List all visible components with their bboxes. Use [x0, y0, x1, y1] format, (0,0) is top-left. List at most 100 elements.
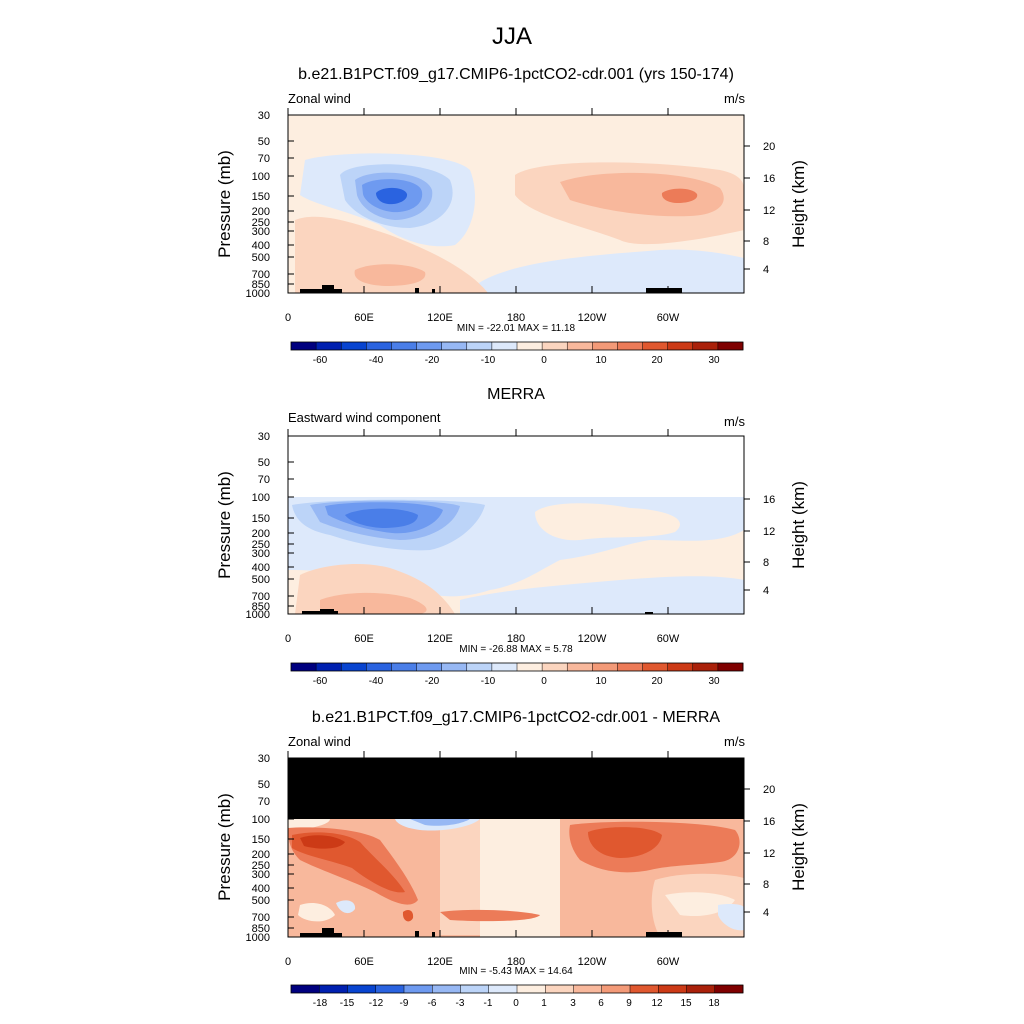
- figure-title: JJA: [492, 23, 532, 50]
- colorbar-swatch: [517, 342, 543, 350]
- contour-region: [588, 827, 662, 858]
- y2-tick-label: 8: [763, 236, 769, 248]
- colorbar-swatch: [460, 985, 490, 993]
- colorbar-label: 0: [513, 998, 519, 1009]
- colorbar-swatch: [488, 985, 518, 993]
- y-tick-label: 1000: [246, 609, 270, 621]
- colorbar-swatch: [341, 663, 367, 671]
- colorbar-swatch: [692, 663, 719, 671]
- colorbar-label: -18: [313, 998, 328, 1009]
- colorbar-swatch: [316, 342, 342, 350]
- topography-block: [415, 931, 419, 937]
- colorbar-labels: -18 -15 -12 -9 -6 -3 -1 0 1 3 6 9 12 15 …: [313, 998, 720, 1009]
- colorbar-label: -60: [313, 676, 328, 687]
- colorbar-swatch: [642, 663, 669, 671]
- y-tick-label: 300: [252, 226, 270, 238]
- topography-block: [320, 609, 334, 614]
- y-tick-label: 50: [258, 457, 270, 469]
- colorbar-label: -1: [484, 998, 493, 1009]
- topography-block: [300, 289, 342, 293]
- colorbar-swatch: [714, 985, 744, 993]
- contour-region: [410, 819, 470, 826]
- y-tick-labels: 30 50 70 100 150 200 250 300 400 500 700…: [246, 110, 270, 300]
- y-tick-label: 850: [252, 923, 270, 935]
- colorbar-label: 10: [595, 355, 607, 366]
- colorbar-swatch: [441, 663, 468, 671]
- colorbar: [290, 341, 744, 351]
- field-no-data: [288, 436, 744, 497]
- colorbar-label: -60: [313, 355, 328, 366]
- y2-tick-label: 4: [763, 264, 769, 276]
- x-tick-label: 60E: [354, 633, 374, 645]
- x-tick-label: 120W: [578, 633, 607, 645]
- colorbar-swatch: [658, 985, 687, 993]
- colorbar-label: 10: [595, 676, 607, 687]
- topography-block: [322, 285, 334, 293]
- colorbar-label: -15: [340, 998, 355, 1009]
- panel-difference: b.e21.B1PCT.f09_g17.CMIP6-1pctCO2-cdr.00…: [215, 709, 808, 1009]
- y-tick-label: 1000: [246, 932, 270, 944]
- colorbar-swatch: [517, 663, 543, 671]
- colorbar-swatch: [592, 663, 618, 671]
- colorbar-label: 6: [598, 998, 604, 1009]
- axis-ticks: [287, 429, 750, 615]
- contour-region: [320, 592, 427, 614]
- y2-tick-labels: 16 12 8 4: [763, 494, 775, 597]
- y-tick-label: 200: [252, 849, 270, 861]
- contour-region: [300, 835, 345, 849]
- panel-merra: MERRA Eastward wind component m/s: [215, 386, 808, 687]
- units-label: m/s: [724, 414, 745, 429]
- contour-region: [460, 576, 744, 614]
- y-tick-label: 400: [252, 562, 270, 574]
- topography-block: [432, 289, 435, 293]
- y-tick-label: 400: [252, 240, 270, 252]
- y2-tick-label: 12: [763, 205, 775, 217]
- colorbar-swatch: [601, 985, 631, 993]
- topography-block: [432, 932, 435, 937]
- colorbar-swatch: [573, 985, 603, 993]
- y-axis-label: Pressure (mb): [215, 150, 234, 258]
- topography-block: [300, 933, 342, 937]
- y2-tick-label: 4: [763, 585, 769, 597]
- y-tick-label: 70: [258, 796, 270, 808]
- colorbar-swatch: [466, 663, 493, 671]
- y-tick-label: 70: [258, 474, 270, 486]
- colorbar-label: 1: [541, 998, 547, 1009]
- y-tick-label: 850: [252, 279, 270, 291]
- contour-field: [288, 758, 744, 937]
- colorbar-label: 3: [570, 998, 576, 1009]
- x-tick-label: 60W: [657, 312, 680, 324]
- y2-tick-label: 16: [763, 173, 775, 185]
- y-tick-label: 150: [252, 513, 270, 525]
- colorbar-swatch: [567, 342, 593, 350]
- x-tick-label: 60E: [354, 956, 374, 968]
- x-tick-label: 0: [285, 633, 291, 645]
- y-tick-label: 500: [252, 574, 270, 586]
- y-tick-label: 100: [252, 814, 270, 826]
- colorbar-swatch: [491, 663, 518, 671]
- y-tick-label: 100: [252, 171, 270, 183]
- x-tick-label: 180: [507, 312, 525, 324]
- colorbar-label: -40: [369, 355, 384, 366]
- panel-title: MERRA: [487, 386, 545, 403]
- colorbar-label: -10: [481, 355, 496, 366]
- contour-region: [665, 892, 735, 917]
- y-tick-label: 400: [252, 883, 270, 895]
- colorbar-swatch: [542, 663, 568, 671]
- x-tick-label: 0: [285, 312, 291, 324]
- contour-region: [560, 172, 724, 217]
- y-tick-label: 30: [258, 110, 270, 122]
- y-tick-label: 1000: [246, 288, 270, 300]
- colorbar-label: 9: [626, 998, 632, 1009]
- variable-label: Zonal wind: [288, 91, 351, 106]
- colorbar-swatch: [366, 342, 392, 350]
- y2-tick-label: 20: [763, 784, 775, 796]
- colorbar-swatch: [542, 342, 568, 350]
- colorbar-swatch: [291, 342, 317, 350]
- y-tick-label: 50: [258, 779, 270, 791]
- colorbar-label: 15: [680, 998, 692, 1009]
- y-tick-label: 300: [252, 548, 270, 560]
- y-tick-labels: 30 50 70 100 150 200 250 300 400 500 700…: [246, 431, 270, 621]
- colorbar-swatch: [291, 985, 320, 993]
- colorbar-swatch: [316, 663, 342, 671]
